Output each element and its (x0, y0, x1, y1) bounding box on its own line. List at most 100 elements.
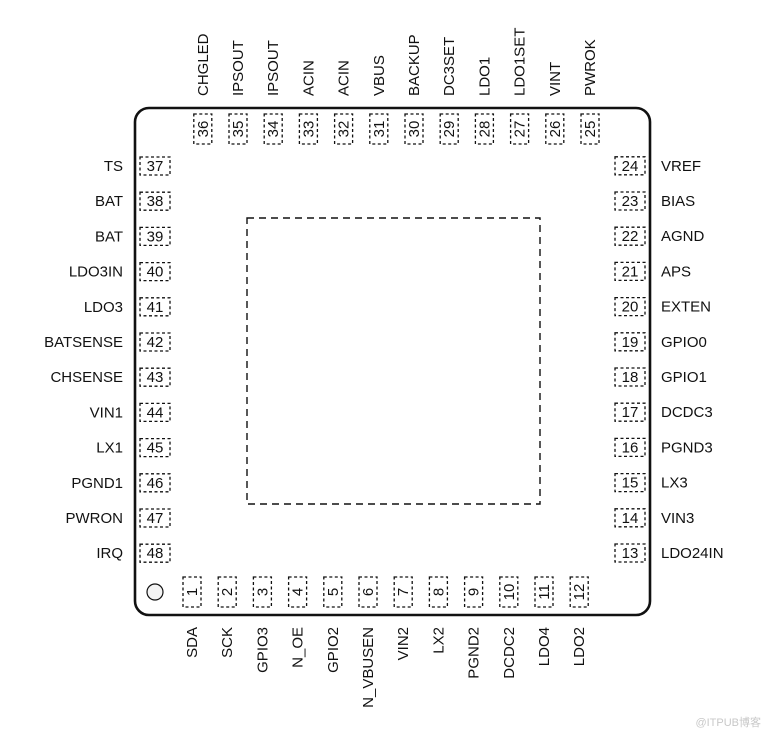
pin-40-pad (139, 261, 171, 282)
pin-30-pad (404, 113, 424, 145)
pin-12-label: LDO2 (571, 627, 588, 666)
pin-27-label: LDO1SET (512, 28, 529, 96)
pin-46-label: PGND1 (71, 475, 123, 492)
package-outline (133, 106, 652, 617)
exposed-pad (246, 217, 541, 505)
pin-2-label: SCK (219, 627, 236, 658)
pin-22-number: 22 (622, 228, 639, 245)
pin-33-number: 33 (300, 121, 317, 138)
pin-42-pad (139, 332, 171, 352)
pin-36-pad (193, 113, 213, 145)
pin-14-pad (614, 508, 646, 528)
pin-14-number: 14 (622, 510, 639, 527)
pin-17-label: DCDC3 (661, 404, 713, 421)
pin-29-pad (439, 113, 459, 145)
pin-29-number: 29 (441, 121, 458, 138)
pin-5-number: 5 (325, 588, 342, 596)
pin-24-label: VREF (661, 158, 701, 175)
pin-42-label: BATSENSE (44, 334, 123, 351)
pin-33-pad (298, 113, 319, 145)
pin-35-label: IPSOUT (230, 40, 247, 96)
pin-15-number: 15 (622, 475, 639, 492)
pin-38-number: 38 (147, 193, 164, 210)
pin-10-label: DCDC2 (501, 627, 518, 679)
pins-layer: 1 SDA 2 SCK 3 GPIO3 4 N_OE 5 GPIO2 6 N_VBUSEN 7 VIN2 8… (44, 28, 723, 708)
pin-37-pad (139, 156, 171, 176)
pin-27-number: 27 (512, 121, 529, 138)
pin-31-pad (369, 113, 389, 145)
pin-5-pad (323, 576, 343, 608)
pin-28-label: LDO1 (476, 57, 493, 96)
pin-24-pad (614, 156, 646, 176)
pin-41-label: LDO3 (84, 299, 123, 316)
pin-6-number: 6 (360, 588, 377, 596)
pin-3-number: 3 (254, 588, 271, 596)
pin-8-number: 8 (430, 588, 447, 596)
pin-12-pad (569, 576, 589, 608)
pin-1-label: SDA (184, 627, 201, 658)
pin-46-number: 46 (147, 475, 164, 492)
pin-4-pad (287, 576, 308, 608)
pin-18-label: GPIO1 (661, 369, 707, 386)
pin-41-pad (139, 297, 171, 317)
pin-12-number: 12 (571, 584, 588, 601)
pin-48-label: IRQ (96, 545, 123, 562)
pin-30-number: 30 (406, 121, 423, 138)
pin-37-number: 37 (147, 158, 164, 175)
pin-47-number: 47 (147, 510, 164, 527)
pin-22-label: AGND (661, 228, 705, 245)
pin-35-pad (228, 113, 248, 145)
pin-26-label: VINT (547, 62, 564, 96)
pin-42-number: 42 (147, 334, 164, 351)
pin-23-label: BIAS (661, 193, 695, 210)
pin-10-pad (499, 576, 519, 608)
pin-8-label: LX2 (430, 627, 447, 654)
pin-44-pad (139, 402, 171, 423)
pin-18-number: 18 (622, 369, 639, 386)
pin-3-label: GPIO3 (254, 627, 271, 673)
pin-7-label: VIN2 (395, 627, 412, 660)
pin-11-number: 11 (536, 584, 553, 600)
pin-48-number: 48 (147, 545, 164, 562)
pin-15-pad (614, 472, 646, 493)
pin-18-pad (614, 367, 646, 387)
pin-2-number: 2 (219, 588, 236, 596)
pin-30-label: BACKUP (406, 34, 423, 96)
pin-32-pad (333, 113, 354, 145)
pin-16-label: PGND3 (661, 439, 713, 456)
pin-16-number: 16 (622, 439, 639, 456)
pin-43-label: CHSENSE (50, 369, 123, 386)
pin-39-number: 39 (147, 228, 164, 245)
pin-4-label: N_OE (290, 627, 307, 668)
pin-37-label: TS (104, 158, 123, 175)
pin-41-number: 41 (147, 299, 164, 316)
pin-17-pad (614, 402, 646, 422)
pin1-marker (146, 583, 164, 601)
pin-22-pad (614, 226, 646, 246)
pin-10-number: 10 (501, 584, 518, 601)
pin-33-label: ACIN (300, 60, 317, 96)
pin-23-pad (614, 191, 646, 211)
pin-36-number: 36 (195, 121, 212, 138)
pin-31-number: 31 (371, 121, 388, 138)
pin-13-number: 13 (622, 545, 639, 562)
pin-26-pad (545, 113, 565, 145)
pin-32-number: 32 (336, 121, 353, 138)
pin-28-pad (474, 113, 495, 145)
pin-9-number: 9 (466, 588, 483, 596)
pin-11-label: LDO4 (536, 627, 553, 666)
pin-46-pad (139, 473, 171, 493)
pin-20-label: EXTEN (661, 299, 711, 316)
pin-40-number: 40 (147, 264, 164, 281)
pin-8-pad (428, 576, 449, 608)
pin-44-label: VIN1 (90, 404, 123, 421)
pin-13-label: LDO24IN (661, 545, 724, 562)
watermark: @ITPUB博客 (695, 717, 761, 729)
pin-25-number: 25 (582, 121, 599, 138)
pin-45-label: LX1 (96, 440, 123, 457)
pin-38-pad (139, 191, 171, 211)
pin-25-pad (580, 113, 600, 145)
pin-27-pad (509, 113, 530, 145)
pin-47-pad (139, 508, 171, 528)
